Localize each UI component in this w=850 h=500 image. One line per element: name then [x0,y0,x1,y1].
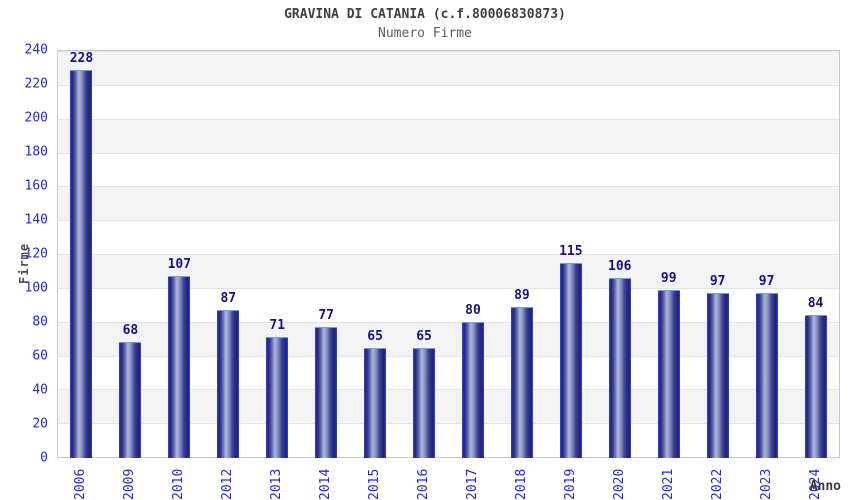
x-tick-label: 2022 [709,468,725,500]
bar-value-label: 68 [122,323,139,339]
y-tick-label: 60 [32,348,48,364]
bar-value-label: 99 [660,270,677,286]
grid-band [58,220,839,254]
bar [461,322,484,458]
y-tick-label: 240 [24,42,48,58]
bar-value-label: 87 [220,291,237,307]
y-tick-label: 40 [32,382,48,398]
bar [657,289,680,458]
bar-value-label: 80 [465,303,481,319]
grid-band [58,152,839,187]
bar-value-label: 89 [514,287,530,303]
bar-value-label: 115 [559,243,583,259]
x-tick-label: 2009 [122,468,138,500]
bar [413,347,436,458]
grid-band [58,118,839,153]
x-tick-label: 2015 [367,468,383,500]
bar [168,276,191,458]
bar [608,277,631,458]
y-tick-label: 160 [24,178,48,194]
y-tick-label: 200 [24,110,48,126]
bar [70,70,93,458]
grid-band [58,287,839,322]
grid-band [58,423,839,457]
x-axis: 2006 2009 2010 2012 2013 2014 2015 2016 2017 2018… [57,461,840,500]
bar-value-label: 77 [318,308,334,324]
x-tick-label: 2018 [513,468,529,500]
x-tick-label: 2021 [660,468,676,500]
x-tick-label: 2017 [464,468,480,500]
chart-title: GRAVINA DI CATANIA (c.f.80006830873) [284,7,566,22]
bar [804,315,827,458]
grid-band [58,51,839,85]
bar-value-label: 228 [69,51,94,67]
x-tick-label: 2023 [758,468,774,500]
bar [706,293,729,458]
bar [364,347,387,458]
x-tick-label: 2020 [611,468,627,500]
x-tick-label: 2019 [562,468,578,500]
bar [119,342,142,458]
chart-subtitle: Numero Firme [378,26,472,41]
y-tick-label: 120 [24,246,48,262]
y-tick-label: 140 [24,212,48,228]
grid-band [58,355,839,390]
bar-value-label: 65 [416,328,432,344]
bar [266,337,289,458]
bar-value-label: 106 [608,258,632,274]
bar [559,262,582,458]
bar [315,327,338,458]
y-axis: 0 20 40 60 80 100 120 140 160 180 200 220 240 [0,43,48,466]
y-tick-label: 220 [24,76,48,92]
y-tick-label: 80 [32,314,48,330]
x-tick-label: 2006 [73,468,89,500]
grid-band [58,186,839,221]
bar-value-label: 65 [367,328,383,344]
x-tick-label: 2016 [416,468,432,500]
bar-value-label: 71 [269,318,286,334]
bars-layer: 228 68 107 87 71 77 65 65 80 89 115 106 99 97 97 84 [57,50,840,458]
x-axis-title: Anno [809,479,841,494]
bar-value-label: 97 [709,274,726,290]
grid-band [58,84,839,119]
y-axis-title: Firme [17,242,31,284]
bar [755,293,778,458]
bar [217,310,240,458]
y-tick-label: 0 [40,450,48,466]
bar-value-label: 84 [807,296,824,312]
x-tick-label: 2014 [318,468,334,500]
x-tick-label: 2013 [269,468,285,500]
y-tick-label: 180 [24,144,48,160]
y-tick-label: 20 [32,416,48,432]
bar-value-label: 107 [167,257,192,273]
bar [510,306,533,458]
y-tick-label: 100 [24,280,48,296]
x-tick-label: 2010 [171,468,187,500]
x-tick-label: 2012 [220,468,236,500]
bar-value-label: 97 [758,274,775,290]
